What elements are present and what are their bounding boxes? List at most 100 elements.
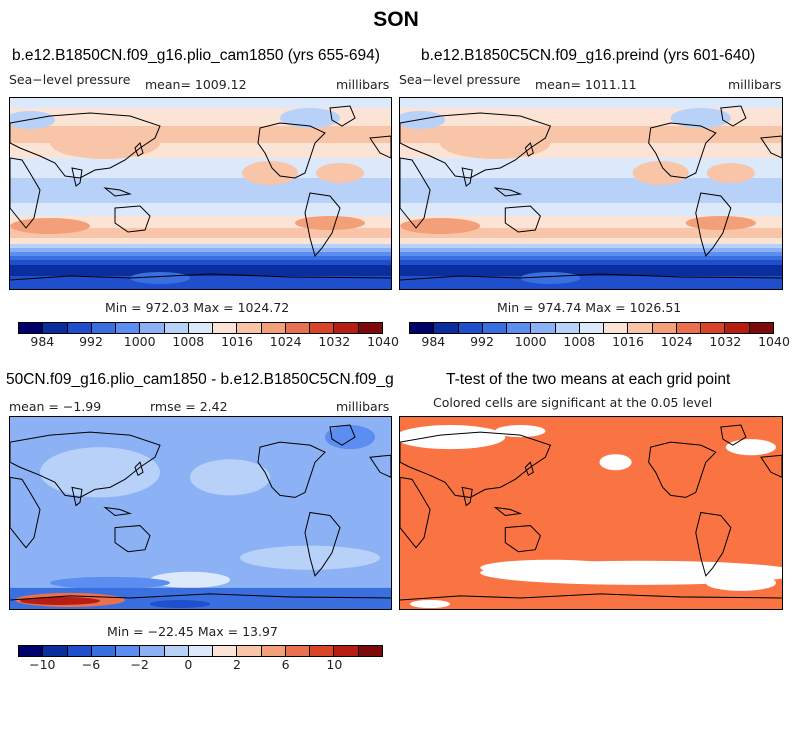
- coastline: [400, 476, 431, 549]
- colorbar-tick-label: 1016: [221, 334, 253, 349]
- coastline: [103, 187, 132, 197]
- colorbar-tick-label: 1024: [660, 334, 693, 349]
- coastline: [10, 112, 161, 179]
- coastline: [493, 187, 523, 197]
- colorbar-swatch: [116, 646, 141, 656]
- colorbar-swatch: [334, 646, 359, 656]
- panel3-minmax: Min = −22.45 Max = 13.97: [107, 624, 278, 639]
- coastline: [10, 273, 391, 281]
- colorbar-swatch: [749, 323, 773, 333]
- coastline: [400, 273, 782, 281]
- colorbar-tick-label: 1008: [563, 334, 596, 349]
- panel4-map: [399, 416, 783, 610]
- coastline: [10, 476, 41, 549]
- panel3-units: millibars: [336, 399, 390, 414]
- coastline: [257, 122, 326, 179]
- colorbar-swatch: [188, 323, 214, 333]
- panel1-colorbar-labels: 984 992 1000 1008 1016 1024 1032 1040: [18, 334, 399, 350]
- colorbar-swatch: [482, 323, 508, 333]
- colorbar-swatch: [285, 646, 311, 656]
- coastline: [10, 157, 41, 229]
- panel3-map: [9, 416, 392, 610]
- colorbar-swatch: [579, 323, 605, 333]
- coastline: [720, 105, 747, 127]
- panel3-title: 50CN.f09_g16.plio_cam1850 - b.e12.B1850C…: [6, 371, 394, 388]
- colorbar-tick-label: −10: [29, 657, 56, 672]
- panel2-colorbar: [409, 322, 774, 334]
- coastline: [400, 112, 552, 179]
- colorbar-swatch: [555, 323, 580, 333]
- panel1-units: millibars: [336, 77, 390, 92]
- coastline: [504, 525, 541, 553]
- colorbar-swatch: [628, 323, 653, 333]
- colorbar-swatch: [188, 646, 214, 656]
- colorbar-swatch: [140, 323, 165, 333]
- colorbar-tick-label: 1024: [269, 334, 302, 349]
- coastline: [461, 486, 473, 507]
- colorbar-swatch: [213, 646, 238, 656]
- colorbar-swatch: [725, 323, 750, 333]
- coastline: [648, 441, 717, 498]
- colorbar-swatch: [310, 323, 335, 333]
- coastline: [369, 454, 391, 478]
- page-title: SON: [373, 8, 419, 31]
- colorbar-tick-label: −2: [130, 657, 149, 672]
- colorbar-tick-label: 1000: [514, 334, 547, 349]
- colorbar-swatch: [410, 323, 435, 333]
- coastline: [760, 135, 782, 159]
- colorbar-tick-label: 1016: [612, 334, 644, 349]
- coastline: [134, 461, 144, 477]
- colorbar-tick-label: −6: [81, 657, 101, 672]
- coastline: [760, 454, 782, 478]
- panel2-mean: mean= 1011.11: [535, 77, 637, 92]
- coastline: [304, 192, 341, 258]
- coastline: [329, 105, 356, 127]
- panel4-subtitle: Colored cells are significant at the 0.0…: [433, 395, 713, 410]
- colorbar-tick-label: 1000: [123, 334, 156, 349]
- colorbar-tick-label: 2: [233, 657, 241, 672]
- panel2-units: millibars: [728, 77, 782, 92]
- colorbar-tick-label: 1032: [709, 334, 742, 349]
- panel1-map: [9, 97, 392, 290]
- coastline: [695, 511, 732, 577]
- colorbar-swatch: [310, 646, 335, 656]
- coastline: [524, 461, 534, 477]
- colorbar-swatch: [701, 323, 726, 333]
- coastline: [369, 135, 391, 159]
- coastline: [114, 525, 151, 553]
- panel2-variable: Sea−level pressure: [399, 72, 521, 87]
- colorbar-tick-label: 992: [470, 334, 494, 349]
- colorbar-swatch: [19, 646, 44, 656]
- panel2-minmax: Min = 974.74 Max = 1026.51: [497, 300, 682, 315]
- coastline: [134, 142, 144, 157]
- colorbar-tick-label: 1032: [318, 334, 351, 349]
- colorbar-swatch: [358, 323, 382, 333]
- colorbar-swatch: [604, 323, 629, 333]
- coastline: [524, 142, 534, 157]
- colorbar-swatch: [67, 323, 92, 333]
- colorbar-tick-label: 6: [281, 657, 290, 672]
- colorbar-swatch: [91, 646, 117, 656]
- coastline: [493, 506, 523, 517]
- panel1-field: [10, 98, 391, 289]
- colorbar-tick-label: 1040: [367, 334, 399, 349]
- colorbar-swatch: [19, 323, 44, 333]
- colorbar-tick-label: 992: [79, 334, 103, 349]
- colorbar-swatch: [164, 323, 189, 333]
- colorbar-swatch: [652, 323, 677, 333]
- colorbar-swatch: [334, 323, 359, 333]
- colorbar-swatch: [237, 323, 262, 333]
- colorbar-swatch: [434, 323, 459, 333]
- colorbar-swatch: [237, 646, 262, 656]
- coastline: [71, 486, 83, 507]
- coastline: [400, 593, 782, 601]
- colorbar-swatch: [116, 323, 141, 333]
- coastline: [461, 167, 473, 187]
- colorbar-swatch: [676, 323, 702, 333]
- colorbar-swatch: [91, 323, 117, 333]
- coastline: [720, 424, 747, 446]
- colorbar-swatch: [458, 323, 483, 333]
- colorbar-tick-label: 1040: [758, 334, 790, 349]
- panel4-title: T-test of the two means at each grid poi…: [446, 371, 731, 388]
- colorbar-swatch: [140, 646, 165, 656]
